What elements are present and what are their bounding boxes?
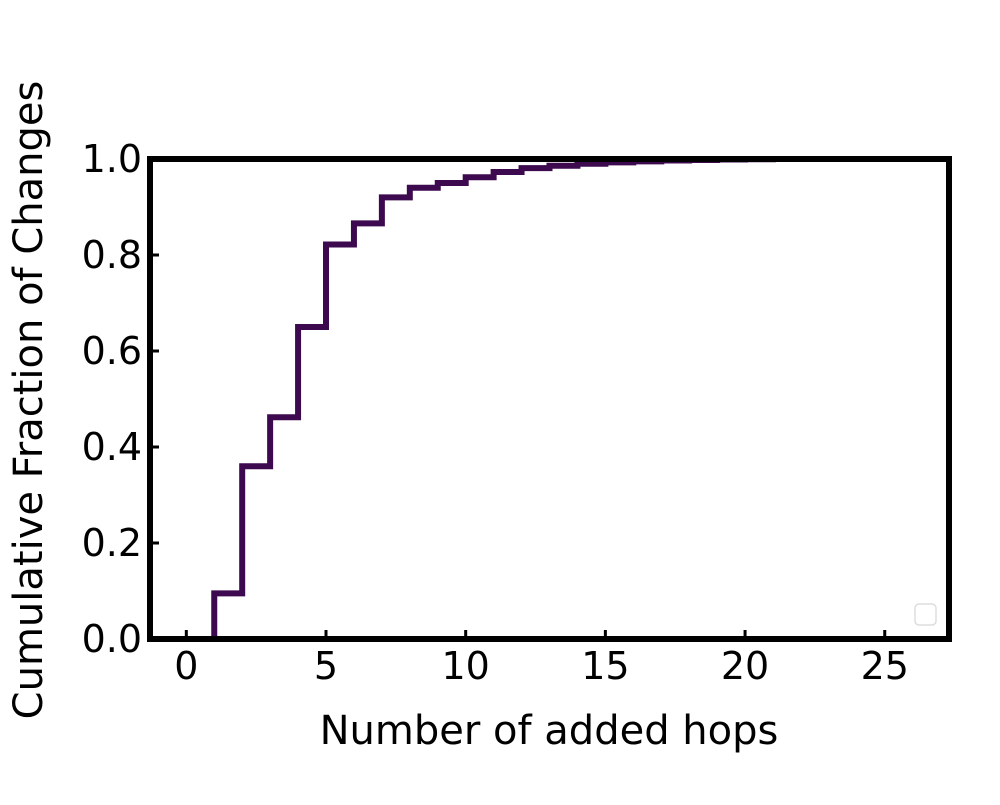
x-axis-label: Number of added hops bbox=[320, 708, 779, 754]
y-tick-label: 0.6 bbox=[82, 329, 142, 373]
y-tick-label: 0.4 bbox=[82, 425, 142, 469]
y-tick-label: 1.0 bbox=[82, 137, 142, 181]
cdf-step-line-0 bbox=[211, 156, 776, 639]
x-tick-label: 25 bbox=[861, 644, 909, 688]
legend-box bbox=[914, 603, 937, 626]
x-tick-label: 0 bbox=[174, 644, 198, 688]
plot-frame bbox=[147, 156, 952, 642]
y-tick-label: 0.8 bbox=[82, 233, 142, 277]
x-tick-label: 10 bbox=[442, 644, 490, 688]
marks-layer bbox=[211, 156, 776, 639]
x-tick-label: 5 bbox=[314, 644, 338, 688]
y-tick-label: 0.2 bbox=[82, 521, 142, 565]
x-tick-label: 20 bbox=[721, 644, 769, 688]
y-axis-label: Cumulative Fraction of Changes bbox=[6, 81, 52, 720]
ticks-layer: 0 5 10 15 20 25 0.0 0.2 0.4 0.6 0.8 1.0 bbox=[82, 137, 909, 688]
x-tick-label: 15 bbox=[581, 644, 629, 688]
y-tick-label: 0.0 bbox=[82, 617, 142, 661]
